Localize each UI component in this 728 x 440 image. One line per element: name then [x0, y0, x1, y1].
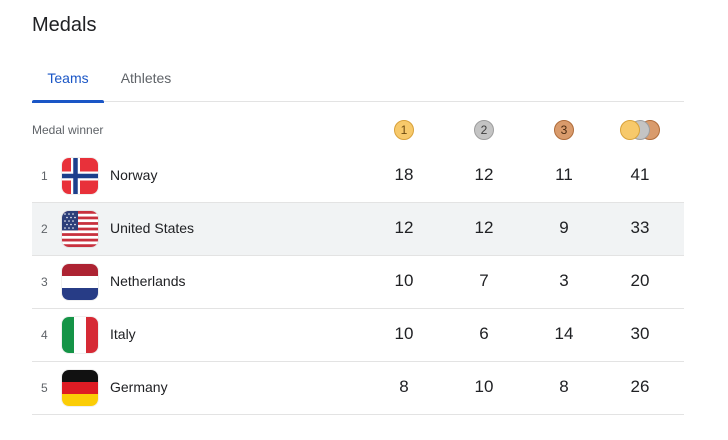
table-row[interactable]: 1 Norway 18 12 11 41: [32, 150, 684, 203]
bronze-count: 9: [559, 218, 569, 237]
silver-count: 10: [474, 377, 494, 396]
tab-teams[interactable]: Teams: [32, 56, 104, 103]
netherlands-flag-icon: [62, 264, 98, 300]
total-count: 26: [630, 377, 650, 396]
medals-card: Medals Teams Athletes Medal winner 1 2 3…: [32, 0, 684, 440]
country-name: Norway: [110, 167, 158, 183]
total-medals-icon: [620, 120, 662, 140]
bronze-count: 14: [554, 324, 574, 343]
gold-count: 12: [394, 218, 414, 237]
table-row[interactable]: 2: [32, 203, 684, 256]
silver-count: 6: [479, 324, 489, 343]
rank: 3: [41, 275, 48, 289]
medal-table: 1 Norway 18 12 11 41 2: [32, 150, 684, 415]
rank: 4: [41, 328, 48, 342]
page-title: Medals: [32, 14, 97, 36]
rank: 5: [41, 381, 48, 395]
table-row[interactable]: 5 Germany 8 10 8 26: [32, 362, 684, 415]
total-count: 30: [630, 324, 650, 343]
total-count: 20: [630, 271, 650, 290]
gold-count: 10: [394, 324, 414, 343]
country-name: Germany: [110, 379, 168, 395]
gold-medal-icon: 1: [394, 120, 414, 140]
italy-flag-icon: [62, 317, 98, 353]
gold-count: 18: [394, 165, 414, 184]
table-header: Medal winner 1 2 3: [32, 118, 684, 144]
silver-count: 12: [474, 218, 494, 237]
usa-flag-icon: [62, 211, 98, 247]
bronze-count: 8: [559, 377, 569, 396]
rank: 1: [41, 169, 48, 183]
medal-winner-header: Medal winner: [32, 123, 104, 137]
total-count: 33: [630, 218, 650, 237]
tab-athletes[interactable]: Athletes: [120, 70, 172, 86]
table-row[interactable]: 3 Netherlands 10 7 3 20: [32, 256, 684, 309]
norway-flag-icon: [62, 158, 98, 194]
tab-bar: Teams Athletes: [32, 56, 684, 103]
germany-flag-icon: [62, 370, 98, 406]
country-name: Italy: [110, 326, 136, 342]
bronze-medal-icon: 3: [554, 120, 574, 140]
total-count: 41: [630, 165, 650, 184]
silver-medal-icon: 2: [474, 120, 494, 140]
gold-count: 10: [394, 271, 414, 290]
table-row[interactable]: 4 Italy 10 6 14 30: [32, 309, 684, 362]
bronze-count: 3: [559, 271, 569, 290]
rank: 2: [41, 222, 48, 236]
country-name: Netherlands: [110, 273, 186, 289]
silver-count: 7: [479, 271, 489, 290]
gold-count: 8: [399, 377, 409, 396]
country-name: United States: [110, 220, 195, 236]
silver-count: 12: [474, 165, 494, 184]
bronze-count: 11: [555, 165, 573, 184]
